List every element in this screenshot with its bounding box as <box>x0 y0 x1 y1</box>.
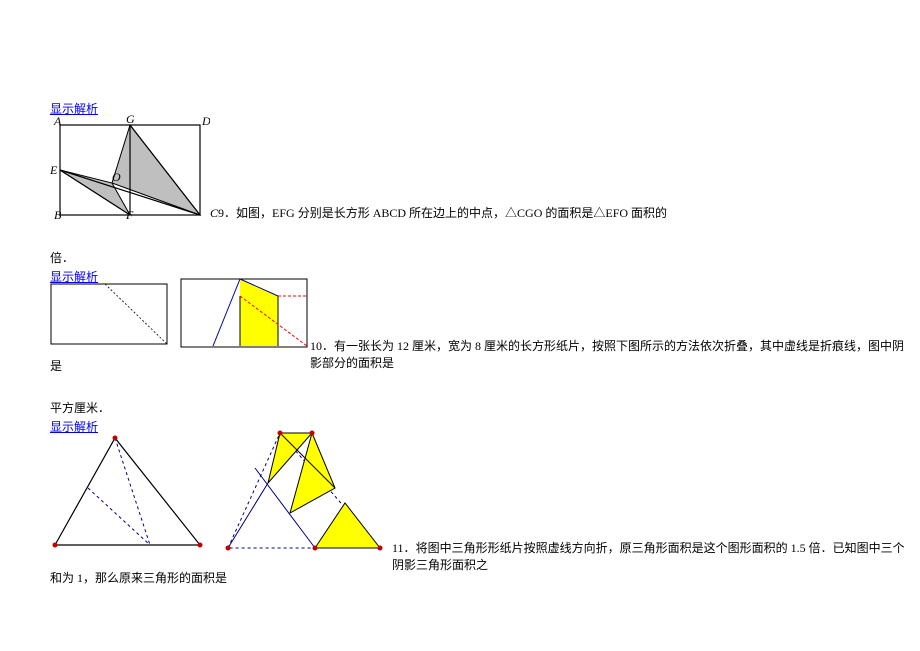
q10-figure1 <box>50 283 168 345</box>
q9-c-label: C <box>210 206 218 220</box>
q10-text2: 平方厘米． <box>50 401 110 415</box>
q9-number: 9． <box>218 206 236 220</box>
q11-figure1 <box>50 433 205 551</box>
svg-text:G: G <box>126 115 135 126</box>
svg-text:D: D <box>201 115 210 128</box>
svg-text:E: E <box>50 163 58 177</box>
q10-figure2 <box>180 278 308 348</box>
svg-text:A: A <box>53 115 62 128</box>
q11-figure2 <box>220 418 390 556</box>
show-analysis-link[interactable]: 显示解析 <box>50 102 98 116</box>
svg-text:F: F <box>125 208 134 220</box>
q10-number: 10． <box>310 339 334 353</box>
q9-figure: A G D E O B F <box>50 115 210 220</box>
svg-text:B: B <box>54 208 62 220</box>
q9-text2: 倍． <box>50 251 74 265</box>
q11-number: 11． <box>392 541 416 555</box>
q11-text2: 和为 1，那么原来三角形的面积是 <box>50 571 227 585</box>
svg-text:O: O <box>112 170 121 184</box>
q9-text1: 如图，EFG 分别是长方形 ABCD 所在边上的中点，△CGO 的面积是△EFO… <box>236 206 667 220</box>
q10-line-is: 是 <box>50 359 62 373</box>
show-analysis-link-2[interactable]: 显示解析 <box>50 270 98 284</box>
q11-text1: 将图中三角形形纸片按照虚线方向折，原三角形面积是这个图形面积的 1.5 倍．已知… <box>392 541 905 572</box>
q10-text1: 有一张长为 12 厘米，宽为 8 厘米的长方形纸片，按照下图所示的方法依次折叠，… <box>310 339 904 370</box>
show-analysis-link-3[interactable]: 显示解析 <box>50 420 98 434</box>
